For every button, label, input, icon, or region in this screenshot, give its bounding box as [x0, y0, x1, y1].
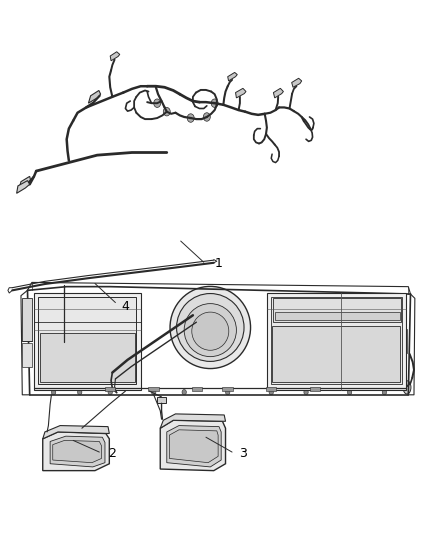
Polygon shape: [272, 326, 400, 382]
Polygon shape: [192, 387, 202, 391]
Ellipse shape: [45, 297, 127, 337]
Polygon shape: [292, 78, 302, 87]
Polygon shape: [271, 297, 402, 384]
Circle shape: [226, 390, 230, 395]
Polygon shape: [110, 52, 120, 61]
Polygon shape: [148, 387, 159, 391]
Polygon shape: [160, 414, 226, 428]
Text: 1: 1: [215, 257, 223, 270]
FancyBboxPatch shape: [98, 354, 109, 372]
Ellipse shape: [170, 286, 251, 368]
Polygon shape: [43, 432, 110, 471]
Circle shape: [203, 113, 210, 121]
FancyBboxPatch shape: [402, 329, 407, 353]
Polygon shape: [39, 297, 136, 384]
Circle shape: [108, 390, 113, 395]
Ellipse shape: [192, 312, 229, 350]
Polygon shape: [22, 298, 32, 341]
Circle shape: [152, 390, 156, 395]
Ellipse shape: [403, 381, 411, 394]
Text: 2: 2: [109, 447, 117, 459]
Polygon shape: [160, 420, 226, 471]
Polygon shape: [273, 298, 401, 322]
Polygon shape: [273, 88, 283, 98]
Circle shape: [382, 390, 387, 395]
FancyBboxPatch shape: [81, 354, 92, 372]
Circle shape: [78, 390, 82, 395]
Polygon shape: [40, 333, 135, 382]
Circle shape: [154, 99, 161, 108]
Ellipse shape: [51, 301, 121, 333]
Polygon shape: [43, 425, 110, 439]
Polygon shape: [17, 181, 30, 193]
Polygon shape: [267, 293, 406, 390]
Circle shape: [347, 390, 352, 395]
FancyBboxPatch shape: [47, 352, 125, 374]
FancyBboxPatch shape: [34, 332, 39, 361]
Ellipse shape: [86, 308, 113, 332]
Polygon shape: [34, 293, 141, 390]
Ellipse shape: [60, 308, 86, 332]
FancyBboxPatch shape: [157, 397, 166, 403]
Text: 3: 3: [239, 447, 247, 459]
Polygon shape: [223, 387, 233, 391]
Polygon shape: [19, 176, 31, 190]
Polygon shape: [275, 312, 399, 319]
Polygon shape: [236, 88, 246, 98]
Circle shape: [211, 99, 218, 108]
Polygon shape: [310, 387, 320, 391]
FancyBboxPatch shape: [64, 354, 74, 372]
Polygon shape: [167, 425, 221, 467]
Polygon shape: [228, 72, 237, 81]
Circle shape: [163, 108, 170, 116]
Circle shape: [182, 390, 186, 395]
Polygon shape: [170, 430, 218, 463]
Circle shape: [304, 390, 308, 395]
Ellipse shape: [177, 294, 244, 361]
Polygon shape: [105, 387, 116, 391]
Polygon shape: [50, 436, 105, 467]
Polygon shape: [22, 343, 32, 367]
Circle shape: [269, 390, 273, 395]
Circle shape: [51, 390, 56, 395]
Circle shape: [187, 114, 194, 122]
Polygon shape: [88, 91, 101, 103]
Polygon shape: [266, 387, 276, 391]
Ellipse shape: [184, 304, 237, 357]
Polygon shape: [53, 440, 102, 463]
Text: 4: 4: [121, 300, 129, 313]
